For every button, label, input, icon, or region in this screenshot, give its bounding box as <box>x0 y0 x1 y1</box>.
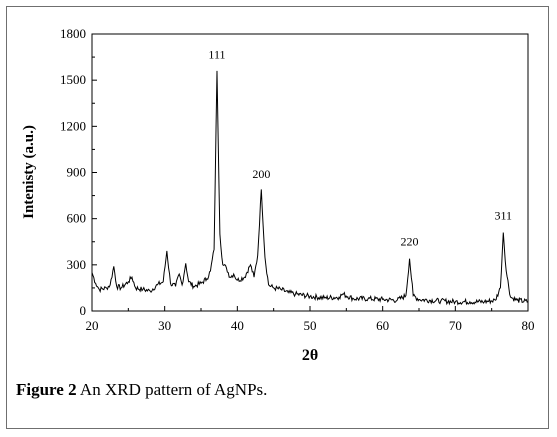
x-tick-label: 60 <box>376 318 389 333</box>
peak-annotations: 111 200 220 311 <box>208 48 512 249</box>
y-tick-label: 900 <box>67 165 87 180</box>
x-tick-label: 70 <box>449 318 462 333</box>
xrd-chart: 20 30 40 50 60 70 80 0 300 600 900 1200 1500 1800 111… <box>21 26 535 364</box>
figure-frame <box>6 6 549 429</box>
y-tick-label: 1200 <box>60 118 86 133</box>
x-tick-label: 40 <box>231 318 244 333</box>
y-tick-label: 300 <box>67 257 87 272</box>
plot-area <box>91 33 529 312</box>
y-tick-label: 1500 <box>60 72 86 87</box>
axis-ticks <box>91 33 529 312</box>
peak-label: 200 <box>252 167 270 181</box>
x-tick-label: 30 <box>158 318 171 333</box>
y-tick-label: 600 <box>67 211 87 226</box>
y-axis-label: Intenisty (a.u.) <box>21 125 37 219</box>
x-tick-label: 20 <box>86 318 99 333</box>
peak-label: 220 <box>401 235 419 249</box>
x-axis-label: 2θ <box>302 347 318 364</box>
peak-label: 311 <box>495 208 513 222</box>
figure-caption-label: Figure 2 <box>16 380 77 399</box>
x-tick-label: 50 <box>304 318 317 333</box>
x-tick-label: 80 <box>522 318 535 333</box>
peak-label: 111 <box>208 48 225 62</box>
figure-caption-text: An XRD pattern of AgNPs. <box>76 380 268 399</box>
axis-tick-labels: 20 30 40 50 60 70 80 0 300 600 900 1200 1500 1800 <box>60 26 535 333</box>
figure-caption: Figure 2 An XRD pattern of AgNPs. <box>16 380 267 400</box>
y-tick-label: 0 <box>80 303 87 318</box>
y-tick-label: 1800 <box>60 26 86 41</box>
xrd-series-line <box>91 70 529 306</box>
